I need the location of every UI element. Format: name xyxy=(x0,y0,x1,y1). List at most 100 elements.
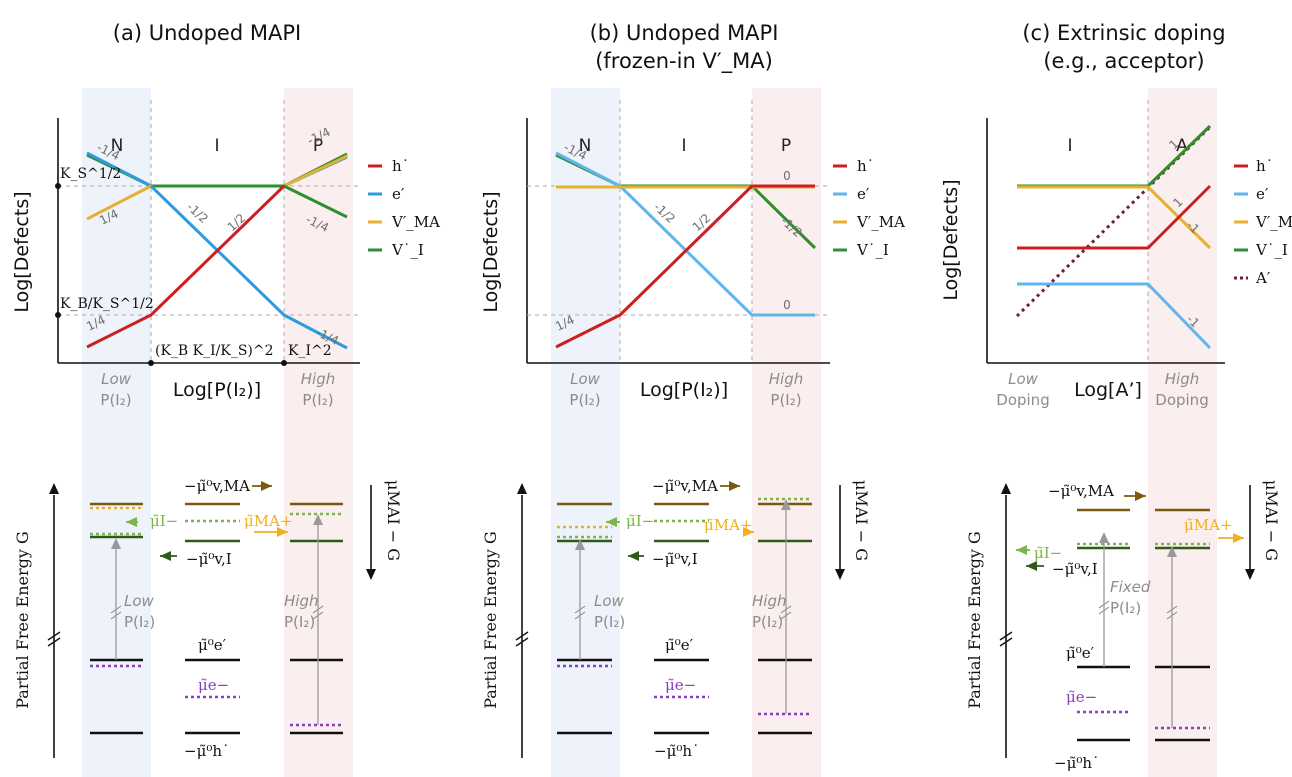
energy-c-mu-v-i-label: −μ̃⁰v,I xyxy=(1052,560,1098,578)
panel-a-x-tick-dot-2 xyxy=(281,360,287,366)
energy-a-mu-v-i-arrow-head xyxy=(160,551,171,561)
panel-a-legend-label-0: h˙ xyxy=(392,157,409,175)
panel-a-ks-label: K_S^1/2 xyxy=(60,166,121,182)
panel-a-kb-dot xyxy=(55,312,61,318)
panel-b-slope-3: 1/2 xyxy=(690,211,714,234)
energy-b-mu-v-ma-arrow-head xyxy=(729,481,740,491)
energy-b-mu-v-ma-label: −μ̃⁰v,MA xyxy=(652,477,718,495)
panel-a-region-p: P xyxy=(313,136,323,156)
energy-a-high-cond-sub: P(I₂) xyxy=(284,613,315,631)
panel-b-region-n: N xyxy=(579,136,592,156)
panel-b-legend-label-2: V′_MA xyxy=(856,213,905,231)
energy-c-high-break-2 xyxy=(1166,611,1178,620)
panel-c-x-label: Log[A’] xyxy=(1074,379,1142,401)
energy-c-mu-v-i-arrow-head xyxy=(1026,561,1037,571)
panel-a-title: (a) Undoped MAPI xyxy=(113,21,301,45)
energy-c-high-arrow-head xyxy=(1167,546,1177,557)
energy-b-low-cond: Low xyxy=(594,592,625,610)
panel-a-kb-label: K_B/K_S^1/2 xyxy=(60,296,154,312)
panel-c-legend-label-0: h˙ xyxy=(1256,157,1273,175)
energy-a-mu-ma-arrow-head xyxy=(277,527,288,537)
energy-a-g-break-1 xyxy=(47,631,61,641)
energy-a-mu-axis-head xyxy=(366,569,376,580)
energy-a-high-break-2 xyxy=(312,611,324,620)
panel-b-title: (b) Undoped MAPI xyxy=(590,21,779,45)
high-region-shade-c xyxy=(1148,88,1217,777)
energy-c-mu-label: μMAI − G xyxy=(1262,480,1281,561)
energy-c-g-break-2 xyxy=(999,637,1013,647)
energy-b-mu-h0-label: −μ̃⁰h˙ xyxy=(654,742,700,760)
panel-b-region-i: I xyxy=(681,136,686,156)
panel-a-legend-label-3: V˙_I xyxy=(391,241,424,259)
energy-c-mu-v-ma-label: −μ̃⁰v,MA xyxy=(1048,482,1114,500)
energy-b-mu-ma-arrow-head xyxy=(743,527,754,537)
panel-b-high-sub: P(I₂) xyxy=(770,391,801,409)
panel-c-h-curve xyxy=(1017,184,1212,250)
energy-c-mu-i-arrow-head xyxy=(1016,545,1027,555)
panel-c-e-curve xyxy=(1017,282,1212,350)
energy-b-high-cond-sub: P(I₂) xyxy=(752,613,783,631)
energy-a-mu-ma-label: μ̃MA+ xyxy=(244,512,293,530)
energy-b-mu-label: μMAI − G xyxy=(852,480,871,561)
panel-a-x-tick-dot-1 xyxy=(148,360,154,366)
panel-b-subtitle: (frozen-in V′_MA) xyxy=(595,49,773,74)
energy-a-mu-label: μMAI − G xyxy=(384,480,403,561)
energy-b-low-break-2 xyxy=(574,611,586,620)
energy-c-g-axis-head xyxy=(1001,483,1011,494)
energy-c-high-break-1 xyxy=(1166,605,1178,614)
energy-c-mu-v-ma-arrow-head xyxy=(1135,491,1146,501)
energy-b-mu-i-label: μ̃I− xyxy=(626,512,654,530)
energy-c-g-label: Partial Free Energy G xyxy=(965,531,984,709)
panel-b-low-sub: P(I₂) xyxy=(569,391,600,409)
panel-a-low-sub: P(I₂) xyxy=(100,391,131,409)
energy-c-mu-h0-label: −μ̃⁰h˙ xyxy=(1054,754,1100,772)
panel-b-slope-5: 0 xyxy=(783,169,791,183)
panel-b-h-curve xyxy=(555,184,815,349)
energy-c-mu-i-label: μ̃I− xyxy=(1034,544,1062,562)
panel-c-legend-label-3: V˙_I xyxy=(1255,241,1288,259)
energy-b-g-break-1 xyxy=(515,631,529,641)
panel-c-high-label: High xyxy=(1165,370,1199,388)
panel-b-legend-label-0: h˙ xyxy=(857,157,874,175)
energy-a-low-arrow-head xyxy=(111,538,121,549)
energy-b-g-axis-head xyxy=(517,483,527,494)
panel-c-v-ma-curve xyxy=(1017,185,1212,250)
energy-b-mu-ma-label: μ̃MA+ xyxy=(704,516,753,534)
panel-a-x-tick-1: (K_B K_I/K_S)^2 xyxy=(155,343,274,359)
energy-a-mu-e0-label: μ̃⁰e′ xyxy=(198,636,227,654)
energy-b-high-break-1 xyxy=(780,605,792,614)
energy-b-mu-e-label: μ̃e− xyxy=(665,676,696,694)
panel-c-subtitle: (e.g., acceptor) xyxy=(1043,49,1204,73)
panel-b-region-p: P xyxy=(781,136,791,156)
panel-c-low-label: Low xyxy=(1008,370,1039,388)
panel-b-y-label: Log[Defects] xyxy=(480,191,502,312)
low-region-shade-b xyxy=(551,88,620,777)
energy-b-g-break-2 xyxy=(515,637,529,647)
energy-a-mu-i-label: μ̃I− xyxy=(150,512,178,530)
panel-a-e-curve xyxy=(149,184,348,350)
panel-c-region-i: I xyxy=(1067,136,1072,156)
energy-a-mu-i-arrow-head xyxy=(126,517,137,527)
energy-a-mu-e-label: μ̃e− xyxy=(198,676,229,694)
energy-b-mu-v-i-arrow-head xyxy=(628,551,639,561)
panel-a-legend-label-1: e′ xyxy=(392,185,405,203)
energy-a-mu-h0-label: −μ̃⁰h˙ xyxy=(184,742,230,760)
panel-b-slope-7: 0 xyxy=(783,298,791,312)
energy-c-mu-ma-arrow-head xyxy=(1233,533,1244,543)
energy-a-high-cond: High xyxy=(284,592,318,610)
panel-a-x-label: Log[P(I₂)] xyxy=(173,379,261,401)
panel-a-region-i: I xyxy=(214,136,219,156)
energy-c-mu-e-label: μ̃e− xyxy=(1066,688,1097,706)
energy-c-fixed-cond-sub: P(I₂) xyxy=(1110,599,1141,617)
panel-c-high-sub: Doping xyxy=(1155,391,1208,409)
panel-b-low-label: Low xyxy=(570,370,601,388)
energy-b-mu-i-arrow-head xyxy=(606,517,617,527)
energy-c-mu-e0-label: μ̃⁰e′ xyxy=(1066,644,1095,662)
energy-b-high-cond: High xyxy=(752,592,786,610)
energy-b-low-break-1 xyxy=(574,605,586,614)
panel-b-x-label: Log[P(I₂)] xyxy=(640,379,728,401)
energy-c-mu-axis-head xyxy=(1245,569,1255,580)
energy-a-high-arrow-head xyxy=(313,514,323,525)
energy-a-high-break-1 xyxy=(312,605,324,614)
